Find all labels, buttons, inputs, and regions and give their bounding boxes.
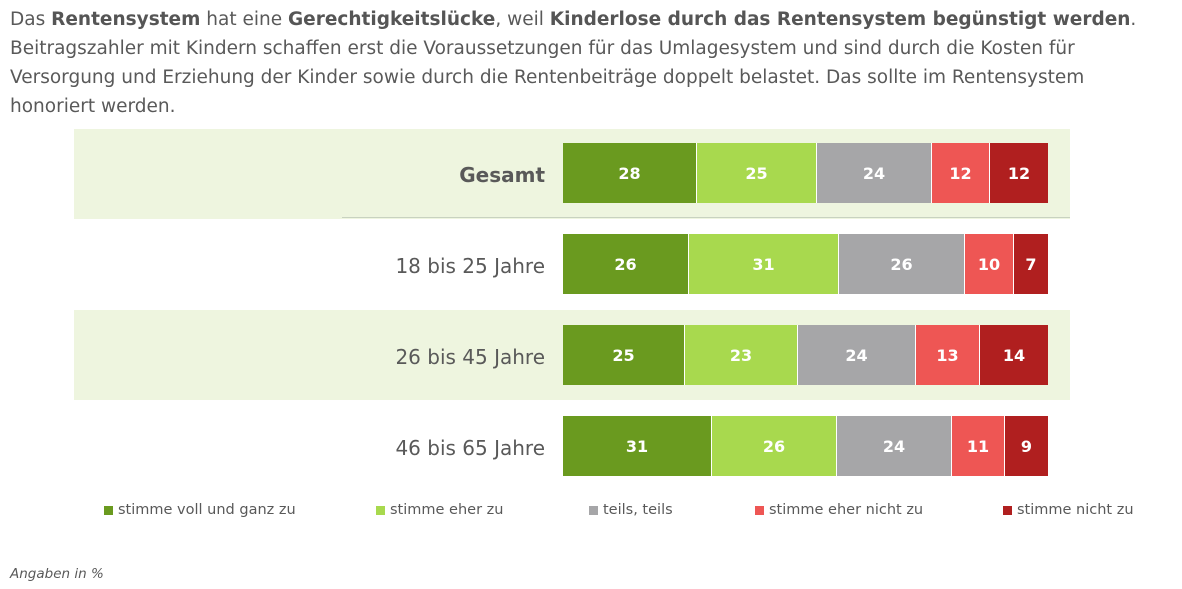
data-label: 25 <box>612 345 635 365</box>
chart-legend: stimme voll und ganz zu stimme eher zu t… <box>0 502 1182 522</box>
title-text: hat eine <box>200 9 288 30</box>
data-label: 31 <box>752 254 775 274</box>
row-label: 46 bis 65 Jahre <box>395 436 545 460</box>
data-label: 14 <box>1002 345 1026 365</box>
title-text: Das <box>10 9 52 30</box>
bar-segment: 12 <box>990 143 1048 203</box>
data-label: 9 <box>1020 436 1033 456</box>
data-label: 24 <box>882 436 906 456</box>
legend-swatch <box>104 505 113 515</box>
data-label: 28 <box>618 163 641 183</box>
legend-item: stimme nicht zu <box>1003 502 1134 518</box>
data-label: 24 <box>862 163 886 183</box>
data-label: 12 <box>1007 163 1031 183</box>
bar-segment: 26 <box>712 416 837 476</box>
legend-label: stimme eher zu <box>390 502 504 518</box>
data-label: 25 <box>745 163 768 183</box>
title-emphasis: Gerechtigkeitslücke <box>287 9 496 30</box>
bar-segment: 7 <box>1014 234 1048 294</box>
bar-segment: 14 <box>980 325 1048 385</box>
row-label: Gesamt <box>459 163 545 187</box>
legend-item: teils, teils <box>589 502 673 518</box>
bar-segment: 26 <box>563 234 689 294</box>
bar-segment: 12 <box>932 143 990 203</box>
data-label: 11 <box>966 436 990 456</box>
bar-segment: 24 <box>837 416 952 476</box>
bar-segment: 31 <box>689 234 839 294</box>
title-emphasis: Rentensystem <box>51 9 201 30</box>
bar-segment: 28 <box>563 143 697 203</box>
data-label: 13 <box>936 345 959 365</box>
bar-segment: 24 <box>798 325 916 385</box>
title-text: . Beitragszahler mit Kindern schaffen er… <box>10 9 1137 117</box>
stacked-bar: 25 23 24 13 14 <box>563 325 1048 385</box>
legend-item: stimme eher nicht zu <box>755 502 923 518</box>
legend-swatch <box>589 505 598 515</box>
data-label: 31 <box>625 436 649 456</box>
legend-label: stimme voll und ganz zu <box>118 502 296 518</box>
bar-segment: 11 <box>952 416 1005 476</box>
data-label: 26 <box>762 436 786 456</box>
legend-label: teils, teils <box>603 502 673 518</box>
legend-label: stimme nicht zu <box>1017 502 1134 518</box>
bar-segment: 10 <box>965 234 1014 294</box>
legend-swatch <box>376 505 385 515</box>
bar-segment: 23 <box>685 325 798 385</box>
stacked-bar: 28 25 24 12 12 <box>563 143 1048 203</box>
data-label: 10 <box>977 254 1001 274</box>
bar-segment: 25 <box>563 325 685 385</box>
stacked-bar: 26 31 26 10 7 <box>563 234 1048 294</box>
legend-swatch <box>755 505 764 515</box>
data-label: 26 <box>890 254 913 274</box>
data-label: 26 <box>614 254 637 274</box>
bar-segment: 25 <box>697 143 817 203</box>
row-divider <box>342 217 1070 218</box>
bar-segment: 31 <box>563 416 712 476</box>
bar-segment: 9 <box>1005 416 1048 476</box>
data-label: 23 <box>729 345 753 365</box>
legend-swatch <box>1003 505 1012 515</box>
bar-segment: 26 <box>839 234 965 294</box>
unit-note: Angaben in % <box>10 566 104 582</box>
legend-label: stimme eher nicht zu <box>769 502 924 518</box>
data-label: 7 <box>1025 254 1037 274</box>
data-label: 12 <box>949 163 972 183</box>
legend-item: stimme voll und ganz zu <box>104 502 296 518</box>
legend-item: stimme eher zu <box>376 502 503 518</box>
row-label: 18 bis 25 Jahre <box>395 254 545 278</box>
bar-segment: 24 <box>817 143 932 203</box>
title-text: , weil <box>495 9 550 30</box>
chart-title: Das Rentensystem hat eine Gerechtigkeits… <box>10 5 1170 121</box>
title-emphasis: Kinderlose durch das Rentensystem begüns… <box>549 9 1131 30</box>
data-label: 24 <box>845 345 868 365</box>
stacked-bar: 31 26 24 11 9 <box>563 416 1048 476</box>
row-label: 26 bis 45 Jahre <box>395 345 545 369</box>
bar-segment: 13 <box>916 325 980 385</box>
